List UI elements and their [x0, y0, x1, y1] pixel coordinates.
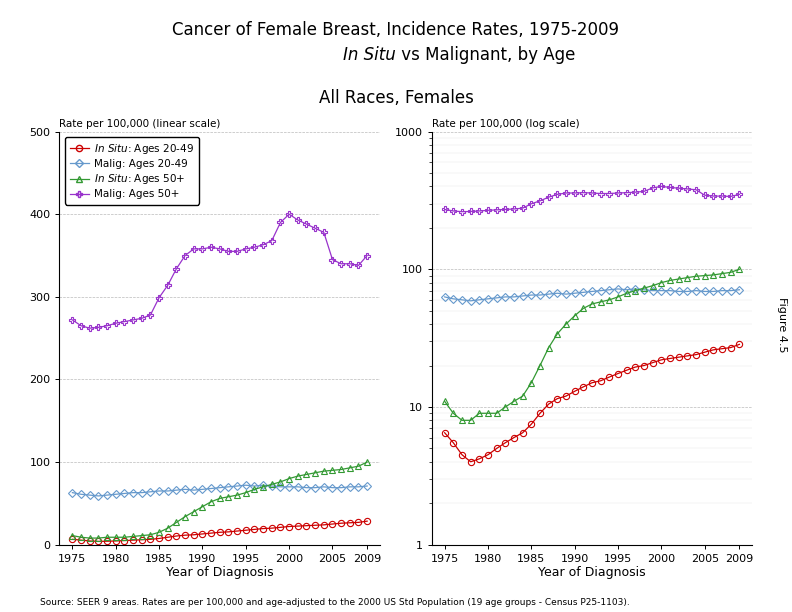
Text: Rate per 100,000 (linear scale): Rate per 100,000 (linear scale)	[59, 119, 221, 129]
Legend: $\it{In\ Situ}$: Ages 20-49, Malig: Ages 20-49, $\it{In\ Situ}$: Ages 50+, Malig: $\it{In\ Situ}$: Ages 20-49, Malig: Ages…	[65, 137, 199, 204]
Text: In Situ: In Situ	[343, 46, 396, 64]
Text: Rate per 100,000 (log scale): Rate per 100,000 (log scale)	[432, 119, 579, 129]
Text: All Races, Females: All Races, Females	[318, 89, 474, 106]
Text: vs Malignant, by Age: vs Malignant, by Age	[396, 46, 575, 64]
X-axis label: Year of Diagnosis: Year of Diagnosis	[166, 567, 273, 580]
X-axis label: Year of Diagnosis: Year of Diagnosis	[539, 567, 645, 580]
Text: Source: SEER 9 areas. Rates are per 100,000 and age-adjusted to the 2000 US Std : Source: SEER 9 areas. Rates are per 100,…	[40, 598, 630, 607]
Text: Figure 4.5: Figure 4.5	[778, 297, 787, 352]
Text: Cancer of Female Breast, Incidence Rates, 1975-2009: Cancer of Female Breast, Incidence Rates…	[173, 21, 619, 39]
